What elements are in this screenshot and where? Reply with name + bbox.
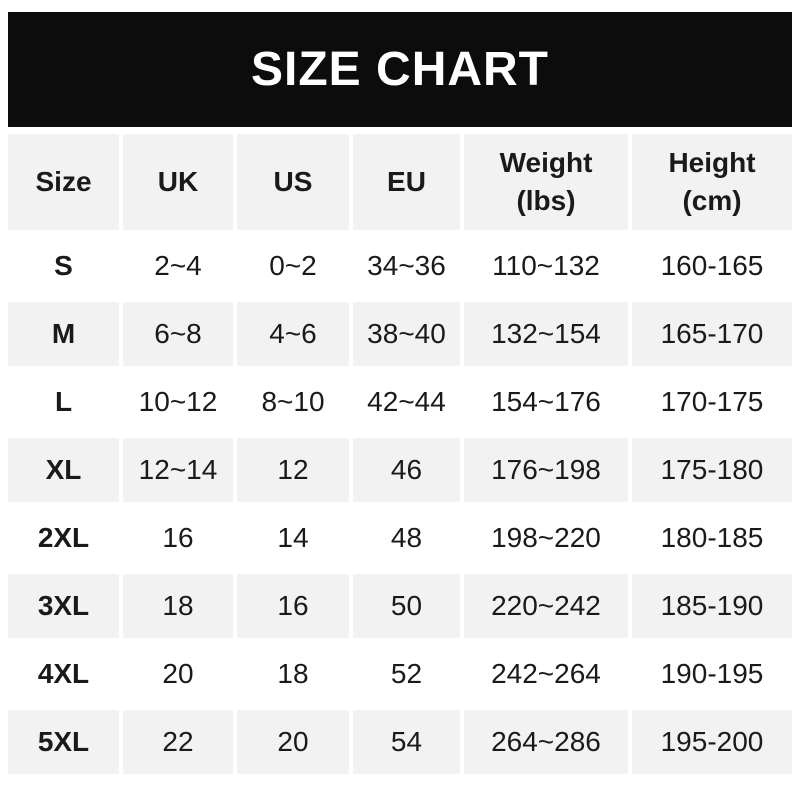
cell-2xl-uk: 16	[123, 506, 233, 570]
cell-m-eu: 38~40	[353, 302, 460, 366]
cell-4xl-weight-lbs: 242~264	[464, 642, 628, 706]
table-row-2xl: 2XL 16 14 48 198~220 180-185	[8, 506, 792, 570]
cell-m-size: M	[8, 302, 119, 366]
cell-xl-height-cm: 175-180	[632, 438, 792, 502]
table-header-row: Size UK US EU Weight (lbs) Height (cm)	[8, 134, 792, 230]
cell-m-uk: 6~8	[123, 302, 233, 366]
cell-m-weight-lbs: 132~154	[464, 302, 628, 366]
cell-s-size: S	[8, 234, 119, 298]
cell-4xl-us: 18	[237, 642, 349, 706]
cell-l-weight-lbs: 154~176	[464, 370, 628, 434]
column-header-weight-lbs: Weight (lbs)	[464, 134, 628, 230]
size-chart-table: Size UK US EU Weight (lbs) Height (cm) S…	[4, 130, 796, 778]
column-header-uk: UK	[123, 134, 233, 230]
column-header-us: US	[237, 134, 349, 230]
cell-xl-size: XL	[8, 438, 119, 502]
cell-l-height-cm: 170-175	[632, 370, 792, 434]
table-row-l: L 10~12 8~10 42~44 154~176 170-175	[8, 370, 792, 434]
cell-4xl-height-cm: 190-195	[632, 642, 792, 706]
cell-4xl-uk: 20	[123, 642, 233, 706]
cell-s-weight-lbs: 110~132	[464, 234, 628, 298]
cell-3xl-height-cm: 185-190	[632, 574, 792, 638]
table-row-s: S 2~4 0~2 34~36 110~132 160-165	[8, 234, 792, 298]
column-header-size: Size	[8, 134, 119, 230]
cell-3xl-uk: 18	[123, 574, 233, 638]
cell-5xl-weight-lbs: 264~286	[464, 710, 628, 774]
cell-3xl-weight-lbs: 220~242	[464, 574, 628, 638]
cell-s-us: 0~2	[237, 234, 349, 298]
table-row-3xl: 3XL 18 16 50 220~242 185-190	[8, 574, 792, 638]
table-row-xl: XL 12~14 12 46 176~198 175-180	[8, 438, 792, 502]
table-row-m: M 6~8 4~6 38~40 132~154 165-170	[8, 302, 792, 366]
cell-s-eu: 34~36	[353, 234, 460, 298]
cell-2xl-height-cm: 180-185	[632, 506, 792, 570]
cell-xl-uk: 12~14	[123, 438, 233, 502]
cell-l-eu: 42~44	[353, 370, 460, 434]
cell-l-us: 8~10	[237, 370, 349, 434]
cell-l-uk: 10~12	[123, 370, 233, 434]
column-header-height-cm: Height (cm)	[632, 134, 792, 230]
table-row-5xl: 5XL 22 20 54 264~286 195-200	[8, 710, 792, 774]
cell-2xl-size: 2XL	[8, 506, 119, 570]
cell-m-us: 4~6	[237, 302, 349, 366]
cell-3xl-us: 16	[237, 574, 349, 638]
size-chart-banner: SIZE CHART	[8, 12, 792, 127]
cell-4xl-size: 4XL	[8, 642, 119, 706]
cell-5xl-uk: 22	[123, 710, 233, 774]
cell-xl-us: 12	[237, 438, 349, 502]
cell-xl-weight-lbs: 176~198	[464, 438, 628, 502]
cell-4xl-eu: 52	[353, 642, 460, 706]
cell-xl-eu: 46	[353, 438, 460, 502]
cell-5xl-eu: 54	[353, 710, 460, 774]
cell-3xl-eu: 50	[353, 574, 460, 638]
cell-s-height-cm: 160-165	[632, 234, 792, 298]
cell-2xl-eu: 48	[353, 506, 460, 570]
table-row-4xl: 4XL 20 18 52 242~264 190-195	[8, 642, 792, 706]
column-header-eu: EU	[353, 134, 460, 230]
cell-m-height-cm: 165-170	[632, 302, 792, 366]
cell-5xl-us: 20	[237, 710, 349, 774]
cell-3xl-size: 3XL	[8, 574, 119, 638]
cell-5xl-size: 5XL	[8, 710, 119, 774]
cell-l-size: L	[8, 370, 119, 434]
cell-5xl-height-cm: 195-200	[632, 710, 792, 774]
page-title: SIZE CHART	[251, 42, 549, 96]
cell-s-uk: 2~4	[123, 234, 233, 298]
cell-2xl-us: 14	[237, 506, 349, 570]
cell-2xl-weight-lbs: 198~220	[464, 506, 628, 570]
